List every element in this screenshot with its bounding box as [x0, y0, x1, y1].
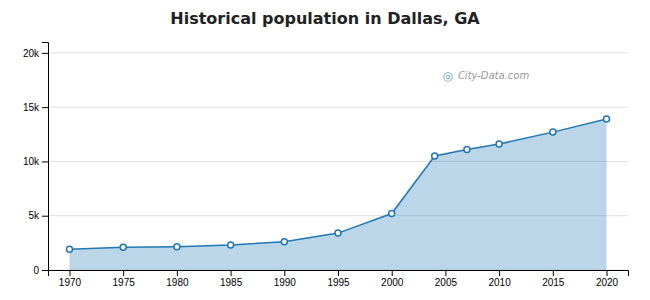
point	[389, 211, 395, 217]
y-tick: 10k	[23, 156, 48, 167]
x-tick: 1980	[166, 270, 189, 288]
point	[228, 242, 234, 248]
y-tick-label: 15k	[23, 102, 40, 113]
annotation: ◎	[442, 69, 452, 83]
area	[69, 119, 606, 270]
x-axis: 1970 1975 1980 1985 1990 1995 2000 2005 2010 2015…	[49, 270, 629, 288]
x-tick-label: 1970	[59, 277, 82, 288]
x-tick-mark	[499, 270, 500, 276]
x-tick-label: 2000	[381, 277, 404, 288]
y-tick-label: 0	[33, 265, 39, 276]
x-tick: 2005	[435, 270, 458, 288]
x-tick-label: 1975	[113, 277, 136, 288]
y-axis: 0 5k 10k 15k 20k	[23, 43, 49, 276]
x-tick-label: 1980	[166, 277, 189, 288]
grid	[48, 53, 628, 270]
marks	[66, 116, 609, 270]
x-tick-label: 1990	[274, 277, 297, 288]
x-tick-label: 1995	[327, 277, 350, 288]
y-axis-line	[42, 43, 49, 271]
x-tick-mark	[553, 270, 554, 276]
y-tick-mark	[42, 270, 48, 271]
y-tick-mark	[42, 53, 48, 54]
y-tick-label: 5k	[28, 210, 40, 221]
point	[464, 146, 470, 152]
x-tick: 2010	[488, 270, 511, 288]
title: Historical population in Dallas, GA	[170, 9, 480, 28]
x-tick-label: 2015	[542, 277, 565, 288]
point	[120, 244, 126, 250]
x-tick-label: 2020	[596, 277, 619, 288]
point	[496, 141, 502, 147]
y-tick: 15k	[23, 102, 48, 113]
point	[432, 153, 438, 159]
line	[69, 119, 606, 249]
point	[550, 129, 556, 135]
x-tick-mark	[392, 270, 393, 276]
x-tick: 1995	[327, 270, 350, 288]
plot: 1970 1975 1980 1985 1990 1995 2000 2005 2010 2015…	[23, 43, 629, 289]
point	[604, 116, 610, 122]
x-axis-line	[49, 271, 629, 277]
x-tick: 1990	[274, 270, 297, 288]
x-tick-mark	[231, 270, 232, 276]
chart: Historical population in Dallas, GA19701…	[0, 0, 650, 300]
y-tick: 0	[33, 265, 48, 276]
y-tick: 5k	[28, 210, 48, 221]
x-tick-mark	[123, 270, 124, 276]
x-tick-mark	[338, 270, 339, 276]
point	[174, 244, 180, 250]
point	[335, 230, 341, 236]
x-tick-mark	[607, 270, 608, 276]
y-tick-mark	[42, 216, 48, 217]
grid-line	[48, 52, 628, 53]
y-tick-label: 10k	[23, 156, 40, 167]
y-tick-mark	[42, 107, 48, 108]
x-tick: 1985	[220, 270, 243, 288]
y-tick: 20k	[23, 48, 48, 59]
x-tick-label: 1985	[220, 277, 243, 288]
point	[66, 246, 72, 252]
x-tick-mark	[284, 270, 285, 276]
y-tick-label: 20k	[23, 48, 40, 59]
x-tick-mark	[69, 270, 70, 276]
x-tick: 2015	[542, 270, 565, 288]
x-tick-label: 2010	[488, 277, 511, 288]
annotations: ◎ City-Data.com	[442, 69, 529, 83]
y-tick-mark	[42, 161, 48, 162]
grid-line	[48, 107, 628, 108]
x-tick: 2000	[381, 270, 404, 288]
x-tick-mark	[177, 270, 178, 276]
annotation: City-Data.com	[458, 70, 530, 81]
x-tick-mark	[445, 270, 446, 276]
x-tick: 1975	[113, 270, 136, 288]
point	[281, 239, 287, 245]
x-tick-label: 2005	[435, 277, 458, 288]
x-tick: 2020	[596, 270, 619, 288]
x-tick: 1970	[59, 270, 82, 288]
